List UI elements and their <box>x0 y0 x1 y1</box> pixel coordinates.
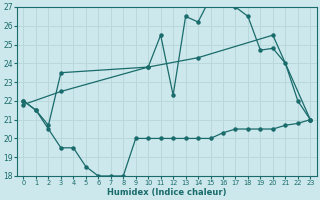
X-axis label: Humidex (Indice chaleur): Humidex (Indice chaleur) <box>107 188 227 197</box>
